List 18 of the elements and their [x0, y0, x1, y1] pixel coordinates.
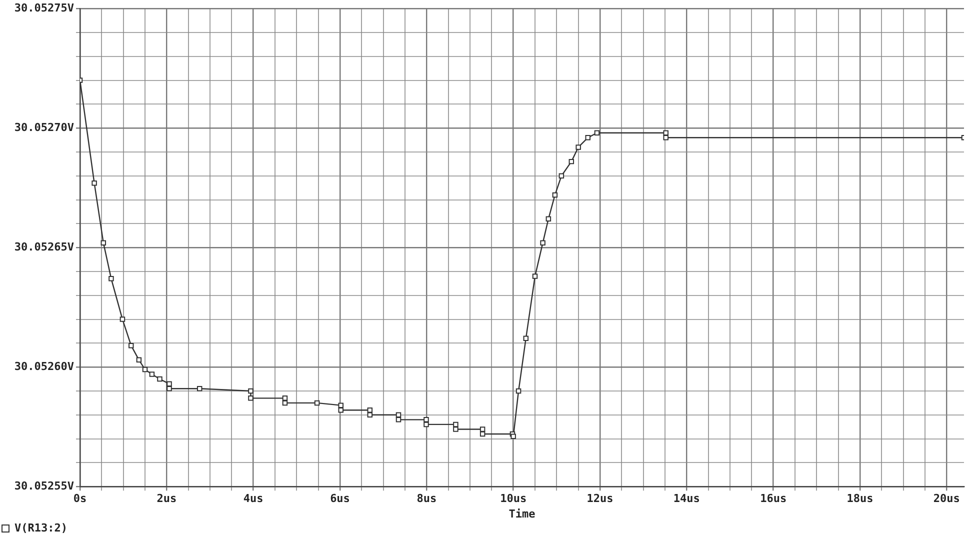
y-tick-label: 30.05275V — [14, 1, 74, 14]
y-tick-label: 30.05260V — [14, 360, 74, 373]
x-tick-label: 16us — [760, 492, 787, 506]
x-tick-label: 18us — [846, 492, 874, 506]
x-tick-label: 12us — [586, 492, 614, 506]
x-tick-label: 6us — [330, 492, 350, 506]
y-tick-label: 30.05255V — [14, 479, 74, 492]
x-tick-label: 10us — [500, 492, 527, 506]
x-tick-label: 2us — [156, 492, 177, 506]
y-tick-label: 30.05270V — [14, 120, 74, 134]
x-tick-label: 14us — [673, 492, 700, 506]
x-axis-title: Time — [508, 507, 536, 520]
y-tick-label: 30.05265V — [14, 240, 74, 254]
x-tick-label: 4us — [243, 492, 264, 506]
legend-label: V(R13:2) — [14, 521, 68, 534]
x-tick-label: 0s — [73, 492, 87, 506]
x-tick-label: 8us — [416, 492, 437, 506]
x-tick-label: 20us — [933, 492, 960, 506]
